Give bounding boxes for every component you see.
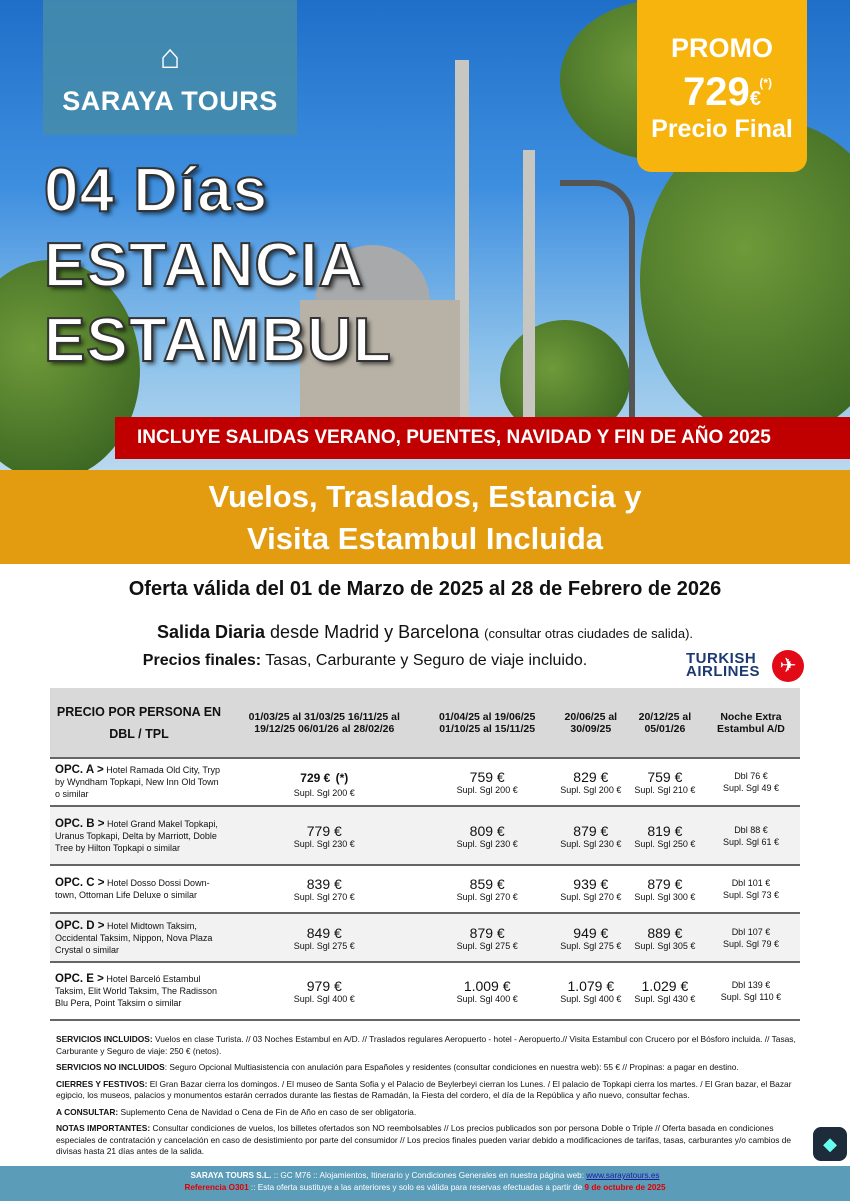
- column-header: 20/06/25 al 30/09/25: [553, 688, 628, 759]
- departure-info: Salida Diaria desde Madrid y Barcelona (…: [156, 622, 694, 642]
- note-item: CIERRES Y FESTIVOS: El Gran Bazar cierra…: [56, 1078, 792, 1101]
- price-cell: 879 € Supl. Sgl 300 €: [627, 865, 702, 914]
- column-header: Noche Extra Estambul A/D: [701, 688, 800, 759]
- table-row: OPC. C > Hotel Dosso Dossi Down-town, Ot…: [50, 865, 800, 914]
- promo-badge: PROMO (*) 729€ Precio Final: [637, 0, 807, 172]
- promo-banner: INCLUYE SALIDAS VERANO, PUENTES, NAVIDAD…: [115, 417, 850, 459]
- hotel-option: OPC. C > Hotel Dosso Dossi Down-town, Ot…: [50, 865, 228, 914]
- hotel-option: OPC. E > Hotel Barceló Estambul Taksim, …: [50, 962, 228, 1021]
- website-link[interactable]: www.sarayatours.es: [586, 1171, 660, 1180]
- promo-price: 729€: [683, 70, 761, 114]
- note-item: A CONSULTAR: Suplemento Cena de Navidad …: [56, 1106, 417, 1117]
- offer-validity: Oferta válida del 01 de Marzo de 2025 al…: [128, 578, 722, 600]
- price-cell: 879 € Supl. Sgl 230 €: [553, 806, 628, 866]
- price-cell: 879 € Supl. Sgl 275 €: [420, 913, 554, 963]
- app-icon[interactable]: ◆: [813, 1127, 847, 1161]
- table-row: OPC. E > Hotel Barceló Estambul Taksim, …: [50, 962, 800, 1021]
- extra-night-cell: Dbl 101 € Supl. Sgl 73 €: [701, 865, 800, 914]
- logo-emblem-icon: ⌂: [159, 38, 181, 76]
- column-header: 01/03/25 al 31/03/25 16/11/25 al 19/12/2…: [228, 688, 421, 759]
- price-cell: 979 € Supl. Sgl 400 €: [228, 962, 421, 1021]
- hotel-option: OPC. B > Hotel Grand Makel Topkapi, Uran…: [50, 806, 228, 866]
- price-cell: 949 € Supl. Sgl 275 €: [553, 913, 628, 963]
- title-line2: ESTANCIA: [43, 230, 365, 301]
- extra-night-cell: Dbl 107 € Supl. Sgl 79 €: [701, 913, 800, 963]
- hotel-option: OPC. A > Hotel Ramada Old City, Tryp by …: [50, 758, 228, 807]
- turkish-airlines-logo: TURKISH AIRLINES: [686, 650, 761, 680]
- price-cell: 859 € Supl. Sgl 270 €: [420, 865, 554, 914]
- price-table: PRECIO POR PERSONA EN DBL / TPL 01/03/25 …: [50, 688, 800, 1021]
- table-row: OPC. B > Hotel Grand Makel Topkapi, Uran…: [50, 806, 800, 866]
- price-cell: 809 € Supl. Sgl 230 €: [420, 806, 554, 866]
- prices-note: Precios finales: Tasas, Carburante y Seg…: [142, 652, 588, 669]
- subtitle-band: Vuelos, Traslados, Estancia y Visita Est…: [0, 470, 850, 564]
- price-cell: 1.029 € Supl. Sgl 430 €: [627, 962, 702, 1021]
- notes-section: SERVICIOS INCLUIDOS: Vuelos en clase Tur…: [56, 1034, 796, 1163]
- note-item: NOTAS IMPORTANTES: Consultar condiciones…: [56, 1123, 792, 1156]
- price-cell: 759 € Supl. Sgl 210 €: [627, 758, 702, 807]
- price-cell: 839 € Supl. Sgl 270 €: [228, 865, 421, 914]
- column-header: 20/12/25 al 05/01/26: [627, 688, 702, 759]
- title-line3: ESTAMBUL: [43, 305, 392, 376]
- title-days: 04 Días: [43, 155, 269, 226]
- footer: SARAYA TOURS S.L. :: GC M76 :: Alojamien…: [0, 1166, 850, 1201]
- hotel-option: OPC. D > Hotel Midtown Taksim, Occidenta…: [50, 913, 228, 963]
- price-cell: 729 € (*) Supl. Sgl 200 €: [228, 758, 421, 807]
- note-item: SERVICIOS NO INCLUIDOS: Seguro Opcional …: [56, 1062, 739, 1072]
- saraya-tours-logo: ⌂ SARAYA TOURS: [43, 0, 297, 135]
- column-header: PRECIO POR PERSONA EN DBL / TPL: [50, 688, 228, 759]
- note-item: SERVICIOS INCLUIDOS: Vuelos en clase Tur…: [56, 1034, 796, 1056]
- price-cell: 939 € Supl. Sgl 270 €: [553, 865, 628, 914]
- table-row: OPC. D > Hotel Midtown Taksim, Occidenta…: [50, 913, 800, 963]
- price-cell: 849 € Supl. Sgl 275 €: [228, 913, 421, 963]
- price-cell: 1.079 € Supl. Sgl 400 €: [553, 962, 628, 1021]
- extra-night-cell: Dbl 88 € Supl. Sgl 61 €: [701, 806, 800, 866]
- price-cell: 829 € Supl. Sgl 200 €: [553, 758, 628, 807]
- price-cell: 819 € Supl. Sgl 250 €: [627, 806, 702, 866]
- table-row: OPC. A > Hotel Ramada Old City, Tryp by …: [50, 758, 800, 807]
- extra-night-cell: Dbl 76 € Supl. Sgl 49 €: [701, 758, 800, 807]
- extra-night-cell: Dbl 139 € Supl. Sgl 110 €: [701, 962, 800, 1021]
- price-cell: 759 € Supl. Sgl 200 €: [420, 758, 554, 807]
- price-cell: 889 € Supl. Sgl 305 €: [627, 913, 702, 963]
- price-cell: 1.009 € Supl. Sgl 400 €: [420, 962, 554, 1021]
- price-cell: 779 € Supl. Sgl 230 €: [228, 806, 421, 866]
- turkish-airlines-bird-icon: ✈: [772, 650, 804, 682]
- column-header: 01/04/25 al 19/06/25 01/10/25 al 15/11/2…: [420, 688, 554, 759]
